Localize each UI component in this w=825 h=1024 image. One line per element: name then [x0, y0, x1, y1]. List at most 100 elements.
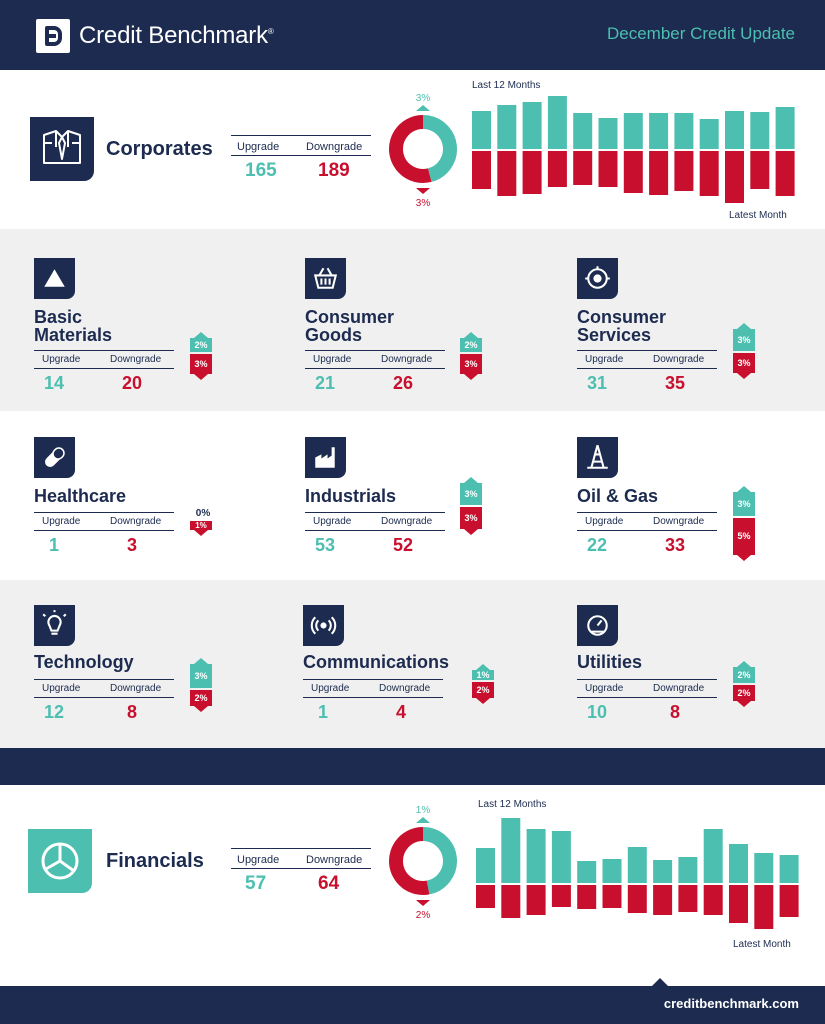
pct-up-box: 3%: [190, 664, 212, 688]
donut-ring: [389, 827, 457, 895]
down-arrow-icon: [416, 188, 430, 194]
sector-upgrade-downgrade: Upgrade Downgrade 1 3: [34, 512, 174, 558]
sector-upgrade-downgrade: Upgrade Downgrade 1 4: [303, 679, 443, 725]
sector-title-line1: Basic: [34, 307, 83, 327]
pct-down-box: 3%: [460, 354, 482, 374]
pct-down-box: 3%: [460, 507, 482, 529]
upgrade-label: Upgrade: [585, 516, 624, 527]
sector-title: Communications: [303, 653, 449, 671]
down-arrow-icon: [416, 900, 430, 906]
pill-icon: [34, 437, 75, 478]
page-subtitle: December Credit Update: [606, 24, 795, 43]
financials-upgrade-downgrade: Upgrade Downgrade 57 64: [231, 848, 371, 898]
pct-down-box: 3%: [190, 354, 212, 374]
downgrade-bar: [703, 885, 723, 915]
up-arrow-icon: [416, 105, 430, 111]
upgrade-bar: [623, 113, 643, 149]
sector-downgrade-count: 20: [121, 373, 143, 393]
upgrade-bar: [754, 853, 774, 883]
pct-down-box: 3%: [733, 353, 755, 373]
donut-up-label: 1%: [416, 805, 431, 816]
up-arrow-icon: [737, 323, 751, 329]
footer-website-link[interactable]: creditbenchmark.com: [663, 996, 799, 1011]
sector-downgrade-count: 8: [126, 702, 137, 722]
pct-down-box: 2%: [472, 682, 494, 698]
down-arrow-icon: [737, 373, 751, 379]
credit-benchmark-logo-icon[interactable]: [36, 19, 70, 53]
down-arrow-icon: [737, 701, 751, 707]
downgrade-label: Downgrade: [381, 516, 433, 527]
upgrade-label: Upgrade: [313, 516, 352, 527]
donut-upgrade-slice: [422, 827, 457, 895]
downgrade-bar: [526, 885, 546, 915]
donut-down-label: 2%: [416, 910, 431, 921]
down-arrow-icon: [194, 374, 208, 380]
pct-up-box: 3%: [460, 483, 482, 505]
brand-name[interactable]: Credit Benchmark®: [79, 22, 274, 49]
upgrade-bar: [551, 831, 571, 883]
sector-upgrade-count: 31: [586, 373, 608, 393]
donut-downgrade-slice: [389, 115, 432, 183]
sector-change-indicator: 2% 3%: [460, 332, 486, 380]
upgrade-label: Upgrade: [42, 683, 81, 694]
upgrade-label: Upgrade: [42, 354, 81, 365]
up-arrow-icon: [416, 817, 430, 823]
chart-label-latest-month: Latest Month: [733, 939, 791, 950]
oil-rig-icon: [577, 437, 618, 478]
pct-down-box: 2%: [190, 690, 212, 706]
sector-downgrade-count: 33: [664, 535, 686, 555]
sector-title-line1: Oil & Gas: [577, 486, 659, 506]
donut-up-label: 3%: [416, 93, 431, 104]
downgrade-label: Downgrade: [110, 683, 162, 694]
sector-upgrade-count: 12: [43, 702, 65, 722]
upgrade-bar: [674, 113, 694, 149]
upgrade-bar: [472, 111, 491, 149]
sector-downgrade-count: 4: [395, 702, 406, 722]
sector-downgrade-count: 35: [664, 373, 686, 393]
down-arrow-icon: [476, 698, 490, 704]
down-arrow-icon: [194, 530, 208, 536]
downgrade-label: Downgrade: [110, 516, 162, 527]
up-arrow-icon: [476, 664, 490, 670]
downgrade-bar: [674, 151, 694, 191]
downgrade-bar: [627, 885, 647, 913]
sector-title: Industrials: [305, 487, 396, 505]
pct-up-box: 2%: [190, 338, 212, 352]
pct-up-box: 2%: [733, 667, 755, 683]
downgrade-label: Downgrade: [306, 141, 363, 153]
downgrade-bar: [699, 151, 719, 196]
footer-notch: [652, 978, 668, 986]
downgrade-bar: [577, 885, 597, 909]
factory-icon: [305, 437, 346, 478]
header-bar: [0, 0, 825, 70]
downgrade-label: Downgrade: [379, 683, 431, 694]
downgrade-bar: [653, 885, 673, 915]
downgrade-bar: [750, 151, 770, 189]
sector-title: Technology: [34, 653, 134, 671]
pct-up-label: 0%: [195, 508, 211, 519]
financials-upgrade-count: 57: [245, 873, 267, 894]
sector-downgrade-count: 26: [392, 373, 414, 393]
pie-icon: [28, 829, 92, 893]
pct-down-box: 5%: [733, 518, 755, 555]
sector-upgrade-downgrade: Upgrade Downgrade 31 35: [577, 350, 717, 396]
downgrade-label: Downgrade: [653, 354, 705, 365]
downgrade-bar: [775, 151, 795, 196]
downgrade-bar: [754, 885, 774, 929]
upgrade-bar: [725, 111, 744, 149]
up-arrow-icon: [737, 486, 751, 492]
upgrade-bar: [729, 844, 748, 883]
sector-title-line1: Consumer: [305, 307, 395, 327]
sector-title-line1: Communications: [303, 652, 450, 672]
upgrade-bar: [699, 119, 719, 149]
financials-title: Financials: [106, 850, 204, 872]
sector-upgrade-count: 53: [314, 535, 336, 555]
sector-upgrade-downgrade: Upgrade Downgrade 53 52: [305, 512, 445, 558]
sector-upgrade-count: 21: [314, 373, 336, 393]
up-arrow-icon: [737, 661, 751, 667]
upgrade-bar: [497, 105, 517, 149]
corporates-upgrade-downgrade: Upgrade Downgrade 165 189: [231, 135, 371, 185]
sector-title-line1: Utilities: [577, 652, 643, 672]
chart-title-last12: Last 12 Months: [478, 799, 547, 810]
up-arrow-icon: [194, 332, 208, 338]
